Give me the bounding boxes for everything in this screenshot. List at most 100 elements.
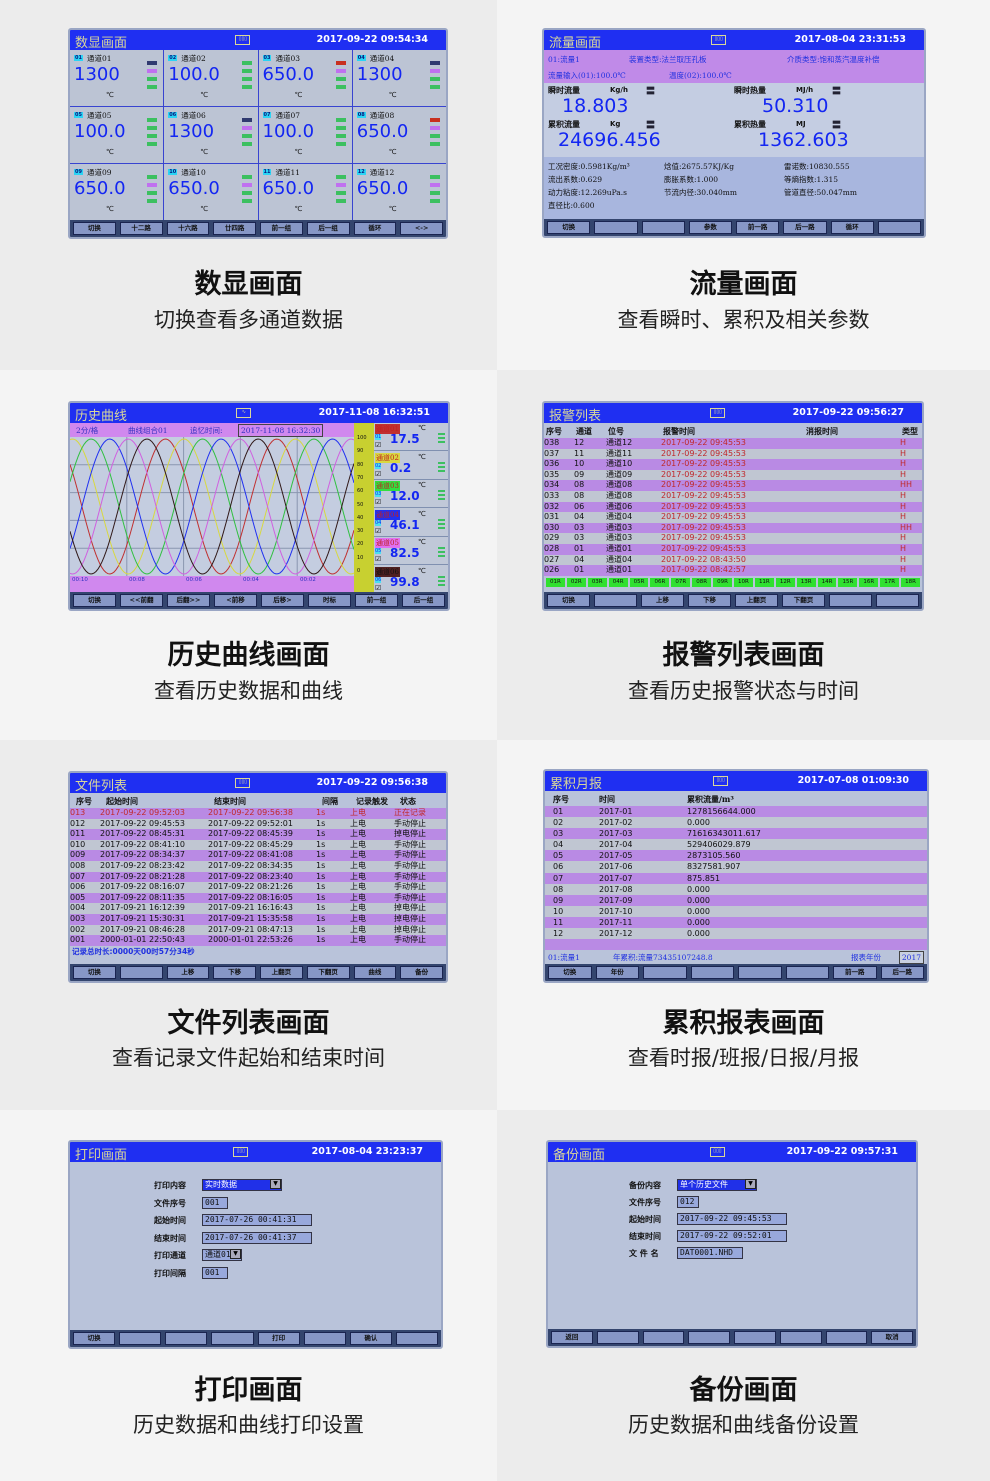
softkey-button-empty[interactable] xyxy=(738,966,782,979)
channel-tile[interactable]: 04 通道04 1300 ℃ xyxy=(352,50,446,106)
softkey-button[interactable]: 下移 xyxy=(688,594,731,607)
table-row[interactable]: 012 2017-09-22 09:45:53 2017-09-22 09:52:0… xyxy=(70,818,446,830)
table-row[interactable]: 002 2017-09-21 08:46:28 2017-09-21 08:47:1… xyxy=(70,924,446,936)
softkey-button[interactable]: <前移 xyxy=(214,594,257,607)
table-row[interactable]: 09 2017-09 0.000 xyxy=(545,894,927,906)
softkey-button[interactable]: 后翻>> xyxy=(167,594,210,607)
table-row[interactable]: 038 12 通道12 2017-09-22 09:45:53 H xyxy=(544,438,922,449)
softkey-button[interactable]: 确认 xyxy=(349,1332,392,1345)
table-row[interactable]: 005 2017-09-22 08:11:35 2017-09-22 08:16:0… xyxy=(70,892,446,904)
softkey-button[interactable]: 十六路 xyxy=(166,222,210,235)
table-row[interactable]: 007 2017-09-22 08:21:28 2017-09-22 08:23:4… xyxy=(70,871,446,883)
dropdown-arrow-icon[interactable]: ▼ xyxy=(745,1179,756,1189)
channel-tile[interactable]: 06 通道06 1300 ℃ xyxy=(164,107,258,163)
input-field[interactable]: 2017-09-22 09:52:01 xyxy=(677,1230,787,1242)
softkey-button[interactable]: 切换 xyxy=(73,594,116,607)
softkey-button[interactable]: 曲线 xyxy=(353,966,397,979)
softkey-button[interactable]: 循环 xyxy=(830,221,874,234)
softkey-button[interactable]: 上移 xyxy=(641,594,684,607)
softkey-button[interactable]: 廿四路 xyxy=(213,222,256,235)
channel-tile[interactable]: 10 通道10 650.0 ℃ xyxy=(164,164,258,220)
softkey-button-empty[interactable] xyxy=(690,966,734,979)
softkey-button[interactable]: 切换 xyxy=(73,1332,116,1345)
softkey-button-empty[interactable] xyxy=(119,1332,162,1345)
softkey-button[interactable]: 循环 xyxy=(353,222,397,235)
channel-tile[interactable]: 08 通道08 650.0 ℃ xyxy=(352,107,446,163)
softkey-button[interactable]: 切换 xyxy=(73,966,116,979)
channel-checkbox[interactable]: ☑ xyxy=(375,583,382,592)
table-row[interactable]: 03 2017-03 71616343011.617 xyxy=(545,828,927,840)
table-row[interactable]: 009 2017-09-22 08:34:37 2017-09-22 08:41:0… xyxy=(70,850,446,861)
input-field[interactable]: DAT0001.NHD xyxy=(677,1247,743,1259)
table-row[interactable]: 031 04 通道04 2017-09-22 09:45:53 H xyxy=(544,512,922,523)
input-field[interactable]: 2017-07-26 00:41:37 xyxy=(202,1232,312,1244)
softkey-button[interactable]: <-> xyxy=(400,222,443,235)
table-row[interactable]: 006 2017-09-22 08:16:07 2017-09-22 08:21:2… xyxy=(70,882,446,893)
softkey-button-empty[interactable] xyxy=(596,1331,639,1344)
table-row[interactable]: 07 2017-07 875.851 xyxy=(545,872,927,884)
table-row[interactable]: 011 2017-09-22 08:45:31 2017-09-22 08:45:3… xyxy=(70,829,446,840)
input-field[interactable]: 001 xyxy=(202,1197,228,1209)
softkey-button[interactable]: 后一组 xyxy=(306,222,350,235)
channel-tile[interactable]: 03 通道03 650.0 ℃ xyxy=(258,50,352,106)
table-row[interactable]: 04 2017-04 529406029.879 xyxy=(545,839,927,851)
softkey-button[interactable]: 切换 xyxy=(547,221,591,234)
softkey-button[interactable]: 切换 xyxy=(547,594,590,607)
input-field[interactable]: 012 xyxy=(677,1196,699,1208)
softkey-button[interactable]: 备份 xyxy=(400,966,443,979)
year-input[interactable]: 2017 xyxy=(898,951,924,964)
channel-card[interactable]: 通道06 ℃ 06 ☑ 99.8 xyxy=(374,566,448,594)
table-row[interactable]: 026 01 通道01 2017-09-22 08:42:57 H xyxy=(544,565,922,576)
input-field[interactable]: 001 xyxy=(202,1267,228,1279)
channel-tile[interactable]: 07 通道07 100.0 ℃ xyxy=(258,107,352,163)
softkey-button[interactable]: 上翻页 xyxy=(735,594,778,607)
softkey-button-empty[interactable] xyxy=(785,966,829,979)
softkey-button[interactable]: 打印 xyxy=(257,1332,300,1345)
softkey-button[interactable]: 年份 xyxy=(595,966,639,979)
softkey-button[interactable]: 前一组 xyxy=(355,594,398,607)
table-row[interactable]: 030 03 通道03 2017-09-22 09:45:53 HH xyxy=(544,522,922,534)
softkey-button-empty[interactable] xyxy=(688,1331,730,1344)
channel-card[interactable]: 通道01 ℃ 01 ☑ 17.5 xyxy=(374,423,448,451)
softkey-button-empty[interactable] xyxy=(779,1331,822,1344)
softkey-button[interactable]: 时标 xyxy=(308,594,351,607)
softkey-button[interactable]: 后一路 xyxy=(880,966,924,979)
channel-tile[interactable]: 11 通道11 650.0 ℃ xyxy=(258,164,352,220)
table-row[interactable]: 004 2017-09-21 16:12:39 2017-09-21 16:16:4… xyxy=(70,903,446,914)
channel-checkbox[interactable]: ☑ xyxy=(375,555,382,563)
softkey-button-empty[interactable] xyxy=(829,594,872,607)
channel-tile[interactable]: 01 通道01 1300 ℃ xyxy=(70,50,164,106)
softkey-button[interactable]: <<前翻 xyxy=(120,594,163,607)
channel-tile[interactable]: 09 通道09 650.0 ℃ xyxy=(70,164,164,220)
channel-card[interactable]: 通道04 ℃ 04 ☑ 46.1 xyxy=(374,509,448,537)
table-row[interactable]: 05 2017-05 2873105.560 xyxy=(545,850,927,862)
channel-card[interactable]: 通道02 ℃ 02 ☑ 0.2 xyxy=(374,452,448,480)
softkey-button-empty[interactable] xyxy=(303,1332,346,1345)
table-row[interactable]: 033 08 通道08 2017-09-22 09:45:53 H xyxy=(544,490,922,502)
table-row[interactable]: 036 10 通道10 2017-09-22 09:45:53 H xyxy=(544,459,922,470)
softkey-button[interactable]: 十二路 xyxy=(119,222,163,235)
channel-checkbox[interactable]: ☑ xyxy=(375,441,382,449)
softkey-button[interactable]: 上翻页 xyxy=(260,966,303,979)
softkey-button-empty[interactable] xyxy=(877,221,921,234)
softkey-button[interactable]: 下移 xyxy=(213,966,256,979)
table-row[interactable]: 037 11 通道11 2017-09-22 09:45:53 H xyxy=(544,448,922,460)
softkey-button-empty[interactable] xyxy=(119,966,163,979)
softkey-button[interactable]: 前一组 xyxy=(260,222,303,235)
table-row[interactable]: 010 2017-09-22 08:41:10 2017-09-22 08:45:2… xyxy=(70,839,446,851)
table-row[interactable]: 013 2017-09-22 09:52:03 2017-09-22 09:56:3… xyxy=(70,808,446,819)
table-row[interactable]: 035 09 通道09 2017-09-22 09:45:53 H xyxy=(544,469,922,481)
input-field[interactable]: 2017-07-26 00:41:31 xyxy=(202,1214,312,1226)
softkey-button[interactable]: 上移 xyxy=(166,966,210,979)
softkey-button-empty[interactable] xyxy=(395,1332,438,1345)
channel-checkbox[interactable]: ☑ xyxy=(375,526,382,535)
softkey-button[interactable]: 后一路 xyxy=(783,221,827,234)
table-row[interactable]: 008 2017-09-22 08:23:42 2017-09-22 08:34:3… xyxy=(70,860,446,872)
select-field[interactable]: 实时数据 xyxy=(202,1179,282,1191)
table-row[interactable]: 032 06 通道06 2017-09-22 09:45:53 H xyxy=(544,501,922,513)
softkey-button[interactable]: 返回 xyxy=(551,1331,593,1344)
channel-tile[interactable]: 05 通道05 100.0 ℃ xyxy=(70,107,164,163)
table-row[interactable]: 028 01 通道01 2017-09-22 09:45:53 H xyxy=(544,543,922,555)
channel-tile[interactable]: 12 通道12 650.0 ℃ xyxy=(352,164,446,220)
input-field[interactable]: 2017-09-22 09:45:53 xyxy=(677,1213,787,1225)
